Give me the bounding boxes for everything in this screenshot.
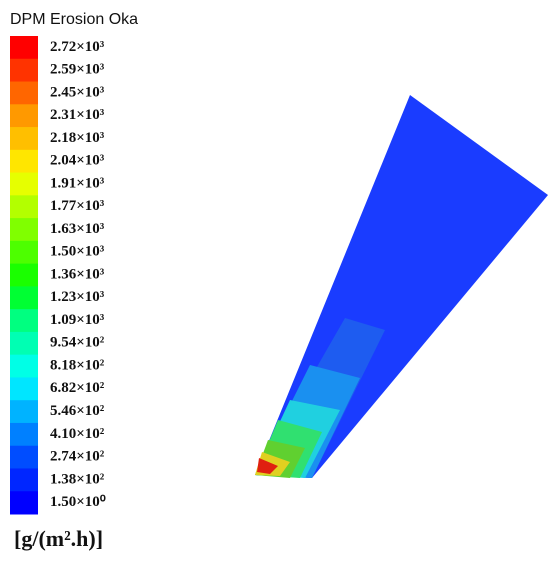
legend-label: 1.91×10³ (50, 175, 105, 191)
legend-label: 9.54×10² (50, 335, 105, 351)
legend-swatch (10, 263, 38, 287)
legend-swatch (10, 468, 38, 492)
legend-label: 1.23×10³ (50, 289, 105, 305)
legend-swatch (10, 377, 38, 401)
legend-swatch (10, 36, 38, 60)
legend-label: 1.50×10⁰ (50, 494, 106, 510)
legend-label: 2.59×10³ (50, 62, 105, 78)
legend-label: 5.46×10² (50, 403, 105, 419)
legend-label: 2.31×10³ (50, 107, 105, 123)
legend-label: 1.38×10² (50, 471, 105, 487)
legend-label: 2.72×10³ (50, 39, 105, 55)
legend-swatch (10, 309, 38, 333)
legend-swatch (10, 286, 38, 310)
color-legend: 2.72×10³ 2.59×10³ 2.45×10³ 2.31×10³ 2.18×10³… (10, 36, 106, 515)
legend-label: 4.10×10² (50, 426, 105, 442)
legend-swatch (10, 240, 38, 265)
legend-label: 8.18×10² (50, 357, 105, 373)
legend-swatch (10, 81, 38, 105)
legend-swatch (10, 422, 38, 447)
erosion-contour (255, 95, 548, 478)
legend-swatch (10, 195, 38, 219)
unit-label: [g/(m².h)] (14, 526, 103, 551)
legend-swatch (10, 104, 38, 128)
legend-label: 2.18×10³ (50, 130, 105, 146)
legend-swatch (10, 400, 38, 424)
legend-label: 2.74×10² (50, 449, 105, 465)
title: DPM Erosion Oka (10, 11, 138, 28)
legend-swatch (10, 218, 38, 242)
legend-swatch (10, 149, 38, 174)
legend-label: 6.82×10² (50, 380, 105, 396)
legend-swatch (10, 491, 38, 515)
legend-label: 2.04×10³ (50, 153, 105, 169)
legend-label: 1.50×10³ (50, 244, 105, 260)
legend-swatch (10, 58, 38, 83)
legend-label: 2.45×10³ (50, 84, 105, 100)
legend-label: 1.77×10³ (50, 198, 105, 214)
legend-label: 1.09×10³ (50, 312, 105, 328)
legend-swatch (10, 172, 38, 196)
legend-label: 1.36×10³ (50, 266, 105, 282)
legend-swatch (10, 127, 38, 151)
legend-swatch (10, 331, 38, 356)
legend-label: 1.63×10³ (50, 221, 105, 237)
contour-region (257, 458, 278, 474)
legend-swatch (10, 354, 38, 378)
legend-swatch (10, 445, 38, 469)
